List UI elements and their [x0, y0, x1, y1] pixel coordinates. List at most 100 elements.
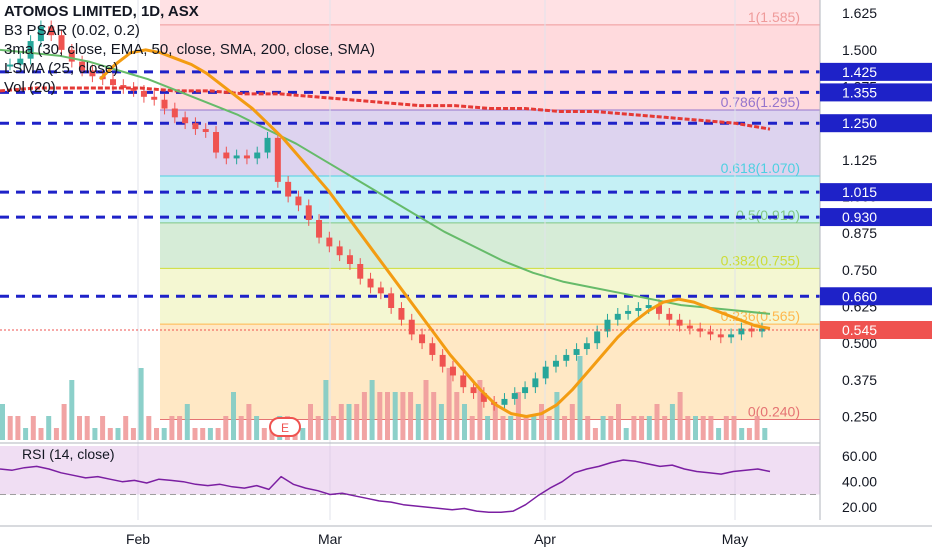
volume-bar [693, 416, 698, 440]
candle-body [243, 155, 250, 159]
volume-bar [7, 416, 13, 440]
candle-body [676, 319, 683, 326]
level-tag [820, 287, 932, 306]
volume-bar [554, 392, 560, 440]
chart-title: ATOMOS LIMITED, 1D, ASX [4, 3, 199, 20]
volume-bar [77, 416, 82, 440]
volume-bar [315, 416, 321, 440]
volume-bar [500, 416, 506, 440]
candle-body [316, 220, 323, 238]
candle-body [707, 331, 714, 335]
volume-bar [608, 416, 614, 440]
y-tick-label: 0.500 [842, 335, 877, 351]
volume-bar [300, 428, 306, 440]
volume-bar [254, 416, 260, 440]
candle-body [48, 26, 55, 36]
candle-body [202, 129, 209, 132]
candle-body [419, 334, 426, 344]
fib-band-0 [160, 24, 820, 110]
candle-body [79, 61, 86, 71]
volume-bar [215, 428, 221, 440]
volume-bar [415, 404, 421, 440]
earnings-badge [269, 417, 301, 437]
earnings-badge-label: E [281, 421, 289, 435]
y-tick-label: 0.875 [842, 225, 877, 241]
volume-bar [46, 416, 52, 440]
fib-label-2: 0.618(1.070) [721, 160, 800, 176]
volume-bar [754, 416, 760, 440]
y-tick-label: 0.250 [842, 409, 877, 425]
volume-bar [639, 416, 645, 440]
level-tag-label: 1.250 [842, 115, 877, 131]
level-tag [820, 183, 932, 202]
candle-body [655, 305, 662, 314]
volume-bar [138, 368, 144, 440]
volume-bar [546, 416, 552, 440]
x-tick-label: Mar [318, 531, 342, 547]
candle-body [470, 387, 477, 394]
volume-bar [531, 416, 537, 440]
candle-body [408, 319, 415, 335]
candle-body [686, 325, 693, 329]
candle-body [614, 313, 621, 320]
y-tick-label: 0.750 [842, 262, 877, 278]
candle-body [604, 319, 611, 332]
candle-body [295, 196, 302, 206]
volume-bar [84, 416, 90, 440]
volume-bar [616, 404, 621, 440]
volume-bar [539, 404, 544, 440]
rsi-legend: RSI (14, close) [22, 446, 115, 462]
legend-3ma: 3ma (30, close, EMA, 50, close, SMA, 200… [4, 41, 375, 58]
candle-body [161, 99, 168, 109]
level-tag [820, 208, 932, 227]
volume-bar [23, 428, 29, 440]
candle-body [357, 264, 364, 279]
x-tick-label: May [722, 531, 748, 547]
candle-body [171, 108, 178, 118]
volume-bar [115, 428, 121, 440]
volume-bar [354, 404, 360, 440]
volume-bar [346, 404, 352, 440]
candle-body [429, 343, 436, 355]
volume-bar [161, 428, 167, 440]
candle-body [388, 293, 395, 308]
volume-bar [631, 416, 637, 440]
volume-bar [207, 428, 213, 440]
candle-body [449, 366, 456, 376]
candle-body [17, 58, 24, 65]
rsi-band [0, 446, 820, 495]
candle-body [336, 246, 343, 256]
volume-bar [200, 428, 206, 440]
volume-bar [523, 416, 529, 440]
candle-body [542, 366, 549, 379]
volume-bar [154, 428, 159, 440]
fib-label-6: 0(0.240) [748, 403, 800, 419]
candle-body [522, 387, 529, 394]
volume-bar [654, 404, 660, 440]
fib-band-2 [160, 176, 820, 223]
volume-bar [246, 404, 252, 440]
volume-bar [30, 416, 36, 440]
candle-body [532, 378, 539, 388]
volume-bar [577, 356, 583, 440]
volume-bar [369, 380, 375, 440]
volume-bar [385, 392, 390, 440]
candle-body [7, 64, 13, 67]
candle-body [68, 49, 75, 62]
fib-label-1: 0.786(1.295) [721, 94, 800, 110]
candle-body [552, 360, 559, 367]
volume-bar [130, 428, 136, 440]
volume-bar [492, 404, 498, 440]
volume-bar [446, 368, 452, 440]
candle-body [326, 237, 333, 247]
volume-bar [231, 392, 236, 440]
volume-bar [61, 404, 67, 440]
volume-bar [685, 416, 691, 440]
candle-body [501, 398, 508, 405]
volume-bar [716, 428, 722, 440]
candle-body [635, 308, 642, 311]
volume-bar [600, 416, 606, 440]
volume-bar [592, 428, 598, 440]
volume-bar [623, 428, 629, 440]
